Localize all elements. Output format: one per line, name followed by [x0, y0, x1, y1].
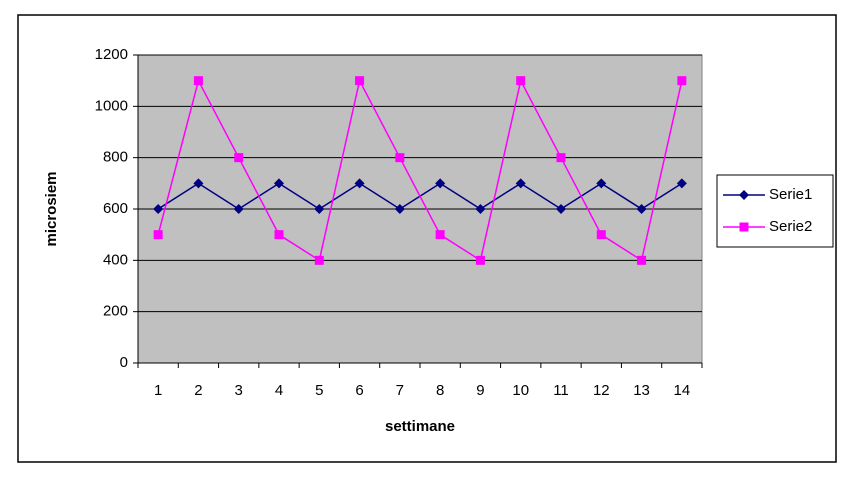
marker: [233, 204, 244, 214]
x-tick-label: 9: [476, 382, 484, 399]
x-tick-label: 13: [633, 382, 650, 399]
x-tick-label: 10: [512, 382, 529, 399]
marker: [676, 178, 687, 189]
y-tick-label: 600: [103, 200, 128, 217]
marker: [637, 255, 647, 265]
x-tick-label: 8: [436, 382, 444, 399]
marker: [515, 178, 526, 189]
marker: [475, 255, 485, 265]
x-tick-label: 1: [154, 382, 162, 399]
x-tick-label: 2: [194, 382, 202, 399]
marker: [677, 76, 687, 86]
marker: [355, 76, 365, 86]
x-tick-label: 14: [674, 382, 691, 399]
x-tick-label: 3: [235, 382, 243, 399]
marker: [314, 204, 325, 214]
y-tick-label: 1200: [95, 46, 128, 63]
marker: [636, 204, 647, 214]
marker: [193, 178, 204, 189]
marker: [556, 153, 566, 163]
marker: [739, 190, 749, 200]
marker: [394, 204, 405, 214]
marker: [739, 222, 749, 232]
marker: [435, 230, 445, 240]
marker: [153, 230, 163, 240]
marker: [274, 178, 284, 189]
x-tick-label: 5: [315, 382, 323, 399]
legend-box: [716, 174, 834, 248]
y-axis-title: microsiem: [43, 171, 60, 246]
marker: [314, 255, 324, 265]
y-tick-label: 1000: [95, 97, 128, 114]
marker: [354, 178, 365, 189]
y-tick-label: 800: [103, 149, 128, 166]
marker: [193, 76, 203, 86]
x-tick-label: 7: [396, 382, 404, 399]
marker: [596, 230, 606, 240]
marker: [274, 230, 284, 240]
x-tick-label: 6: [355, 382, 363, 399]
y-tick-label: 400: [103, 251, 128, 268]
marker: [153, 204, 164, 214]
x-tick-label: 4: [275, 382, 283, 399]
y-tick-label: 0: [120, 354, 128, 371]
marker: [596, 178, 607, 189]
marker: [556, 204, 566, 214]
series-line: [157, 78, 683, 262]
legend-label: Serie2: [769, 218, 812, 235]
marker: [516, 76, 526, 86]
marker: [234, 153, 244, 163]
y-tick-label: 200: [103, 303, 128, 320]
x-tick-label: 11: [553, 382, 569, 399]
legend-label: Serie1: [769, 186, 812, 203]
marker: [395, 153, 405, 163]
marker: [435, 178, 446, 189]
marker: [475, 204, 486, 214]
x-tick-label: 12: [593, 382, 610, 399]
x-axis-title: settimane: [385, 418, 455, 435]
